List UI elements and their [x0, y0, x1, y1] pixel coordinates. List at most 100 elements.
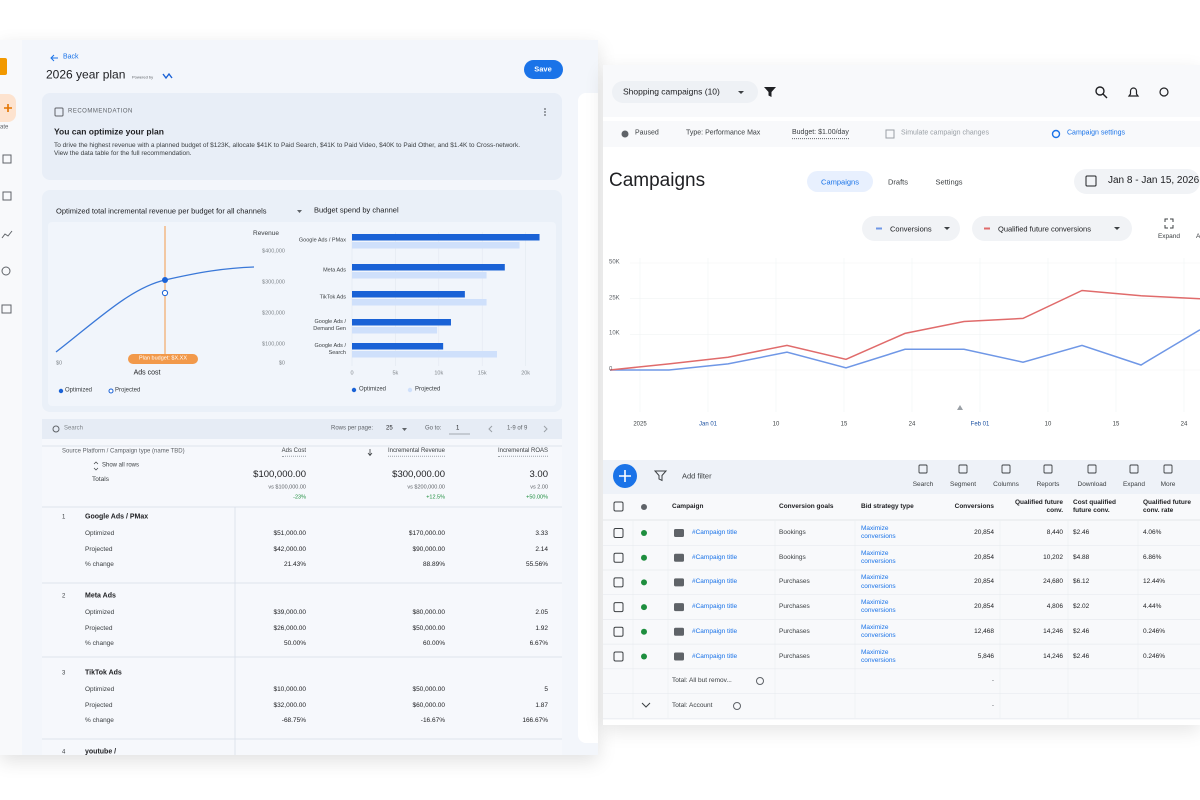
rows-select[interactable]: 25	[386, 425, 393, 432]
expand-button[interactable]: Expand	[1157, 232, 1181, 240]
label: 3	[62, 670, 66, 677]
label: % change	[85, 560, 114, 568]
label: Maximize conversions	[861, 524, 896, 540]
save-label[interactable]: Save	[534, 64, 552, 74]
legend-label[interactable]: Conversions	[890, 224, 932, 234]
label: vs $100,000.00	[268, 484, 306, 491]
x-tick-label: 24	[1180, 421, 1188, 428]
label: You can optimize your plan	[54, 126, 164, 137]
cell: $60,000.00	[412, 701, 445, 709]
create-button[interactable]	[0, 94, 16, 122]
cell: 6.67%	[529, 639, 548, 647]
label: % change	[85, 639, 114, 647]
label: Go to:	[425, 425, 442, 432]
toolbar-action[interactable]: Expand	[1122, 480, 1146, 488]
simulate-link[interactable]: Simulate campaign changes	[901, 129, 989, 137]
cell: 1.87	[535, 701, 548, 709]
category-label: Google Ads / Demand Gen	[313, 319, 346, 332]
legend-label[interactable]: Qualified future conversions	[998, 224, 1091, 234]
campaign-link[interactable]: #Campaign title	[692, 652, 738, 660]
add-filter[interactable]: Add filter	[682, 471, 712, 481]
cell: -	[991, 676, 994, 684]
selector[interactable]	[612, 81, 758, 103]
cell: $51,000.00	[273, 529, 306, 537]
legend-label: Projected	[115, 387, 141, 394]
toolbar-action[interactable]: More	[1160, 480, 1176, 488]
y-tick-label: 25K	[609, 294, 620, 301]
sidebar	[0, 40, 22, 755]
tab[interactable]: Settings	[935, 177, 963, 187]
label: Maximize conversions	[861, 574, 896, 590]
legend-label: Projected	[415, 386, 441, 393]
campaign-link[interactable]: #Campaign title	[692, 627, 738, 635]
label: Purchases	[779, 578, 810, 586]
cell: 20,854	[974, 578, 994, 586]
cell: 8,440	[1046, 528, 1063, 536]
cell: 2.14	[535, 545, 548, 553]
cell: 14,246	[1043, 627, 1063, 635]
toolbar-action[interactable]: Reports	[1036, 480, 1060, 488]
column-header: Conversion goals	[779, 502, 834, 510]
category-label: Google Ads / PMax	[298, 237, 346, 244]
toolbar-action[interactable]: Columns	[993, 480, 1019, 488]
y-tick-label: 0	[609, 366, 613, 373]
date-range[interactable]: Jan 8 - Jan 15, 2026	[1108, 174, 1200, 186]
label: Maximize conversions	[861, 623, 896, 639]
cell: 14,246	[1043, 652, 1063, 660]
settings-link[interactable]: Campaign settings	[1067, 129, 1125, 137]
save-button[interactable]	[524, 60, 563, 79]
toolbar-action[interactable]: Segment	[949, 480, 977, 488]
cell: 55.56%	[525, 560, 548, 568]
label: Purchases	[779, 652, 810, 660]
cell: 4,806	[1046, 603, 1063, 611]
cell: $2.46	[1073, 652, 1090, 660]
table-toolbar	[42, 419, 562, 439]
x-tick-label: Jan 01	[698, 421, 718, 428]
column-header: Incremental Revenue	[387, 448, 445, 457]
category-label: Meta Ads	[323, 267, 346, 274]
column-header: Qualified future conv.	[1014, 498, 1063, 514]
cell: 10,202	[1043, 553, 1063, 561]
x-tick-label: 2025	[633, 421, 647, 428]
toolbar-action[interactable]: Download	[1077, 480, 1107, 488]
cell: $80,000.00	[412, 608, 445, 616]
add-button[interactable]	[613, 464, 637, 488]
cell: 12,468	[974, 627, 994, 635]
tab[interactable]: Drafts	[887, 177, 909, 187]
cell: 3.33	[535, 529, 548, 537]
goto-input[interactable]: 1	[456, 425, 460, 432]
cell: 21.43%	[283, 560, 306, 568]
campaign-link[interactable]: #Campaign title	[692, 603, 738, 611]
cell: $39,000.00	[273, 608, 306, 616]
campaign-selector[interactable]: Shopping campaigns (10)	[623, 86, 720, 97]
label: $100,000.00	[253, 469, 306, 481]
campaign-link[interactable]: #Campaign title	[692, 553, 738, 561]
x-tick-label: 10k	[434, 370, 444, 377]
cell: 6.86%	[1143, 553, 1162, 561]
label: Projected	[85, 701, 113, 709]
group-name: Meta Ads	[85, 592, 116, 600]
tab-selected[interactable]	[807, 171, 873, 192]
label: vs $200,000.00	[407, 484, 445, 491]
cell: 4.44%	[1143, 603, 1162, 611]
page-title: 2026 year plan	[46, 67, 126, 82]
search-input[interactable]: Search	[64, 425, 84, 432]
toolbar-action[interactable]: Search	[912, 480, 934, 488]
logo	[0, 58, 7, 75]
show-all[interactable]: Show all rows	[102, 462, 140, 469]
campaign-link[interactable]: #Campaign title	[692, 578, 738, 586]
label: Ads cost	[133, 369, 161, 377]
cell: $42,000.00	[273, 545, 306, 553]
cell: $90,000.00	[412, 545, 445, 553]
cell: $50,000.00	[412, 685, 445, 693]
back-link[interactable]: Back	[63, 53, 79, 61]
cell: 0.246%	[1143, 652, 1166, 660]
chart-inner	[48, 222, 556, 406]
campaign-link[interactable]: #Campaign title	[692, 528, 738, 536]
chip[interactable]	[972, 216, 1132, 241]
label: -23%	[293, 494, 306, 501]
label: +12.5%	[426, 494, 445, 501]
label: 1	[62, 514, 66, 521]
y-tick-label: 50K	[609, 259, 620, 266]
tab[interactable]: Campaigns	[821, 177, 859, 187]
